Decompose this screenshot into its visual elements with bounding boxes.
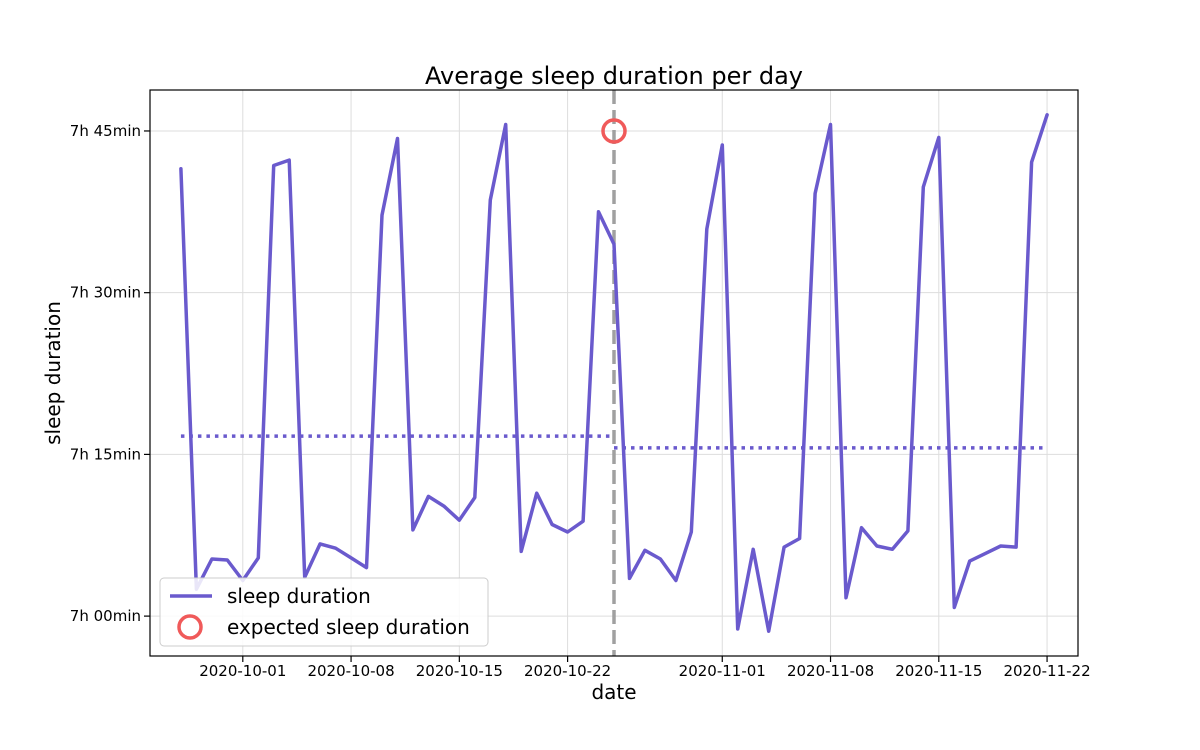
sleep-duration-point — [210, 557, 213, 560]
sleep-duration-point — [628, 577, 631, 580]
sleep-duration-point — [783, 546, 786, 549]
sleep-duration-point — [999, 545, 1002, 548]
sleep-duration-point — [613, 243, 616, 246]
sleep-duration-point — [984, 552, 987, 555]
x-tick-label: 2020-10-01 — [199, 662, 286, 680]
sleep-duration-point — [226, 559, 229, 562]
sleep-duration-point — [535, 492, 538, 495]
sleep-duration-point — [504, 123, 507, 126]
sleep-duration-point — [365, 566, 368, 569]
x-tick-label: 2020-11-08 — [787, 662, 874, 680]
sleep-duration-point — [845, 596, 848, 599]
sleep-duration-point — [597, 210, 600, 213]
sleep-duration-point — [953, 606, 956, 609]
legend-box — [159, 577, 489, 647]
plot-frame — [149, 89, 1079, 657]
sleep-duration-point — [427, 495, 430, 498]
legend-label-sleep-duration: sleep duration — [227, 584, 371, 608]
sleep-duration-point — [1046, 113, 1049, 116]
sleep-duration-point — [643, 549, 646, 552]
sleep-duration-point — [690, 531, 693, 534]
y-axis-ticks: 7h 00min 7h 15min 7h 30min 7h 45min — [70, 122, 150, 625]
sleep-duration-point — [334, 547, 337, 550]
x-tick-label: 2020-11-01 — [679, 662, 766, 680]
sleep-duration-point — [752, 548, 755, 551]
x-tick-label: 2020-10-22 — [524, 662, 611, 680]
x-tick-label: 2020-11-22 — [1003, 662, 1090, 680]
sleep-duration-point — [829, 123, 832, 126]
sleep-duration-point — [906, 529, 909, 532]
x-axis-ticks: 2020-10-01 2020-10-08 2020-10-15 2020-10-22… — [199, 656, 1091, 680]
x-tick-label: 2020-10-15 — [416, 662, 503, 680]
sleep-duration-point — [891, 548, 894, 551]
sleep-duration-point — [396, 137, 399, 140]
sleep-duration-point — [582, 520, 585, 523]
legend-label-expected-sleep-duration: expected sleep duration — [227, 615, 470, 639]
sleep-duration-point — [767, 630, 770, 633]
expected-sleep-point — [601, 118, 627, 144]
sleep-duration-point — [473, 496, 476, 499]
sleep-duration-point — [721, 143, 724, 146]
sleep-duration-point — [179, 167, 182, 170]
expected-marker — [601, 118, 627, 144]
x-tick-label: 2020-10-08 — [307, 662, 394, 680]
chart-title: Average sleep duration per day — [425, 62, 803, 90]
sleep-duration-point — [798, 537, 801, 540]
sleep-duration-point — [381, 214, 384, 217]
sleep-duration-point — [257, 556, 260, 559]
sleep-duration-point — [968, 560, 971, 563]
y-tick-label: 7h 15min — [70, 445, 141, 463]
x-axis-label: date — [591, 680, 636, 704]
sleep-duration-point — [937, 136, 940, 139]
y-tick-label: 7h 45min — [70, 122, 141, 140]
sleep-duration-point — [1015, 546, 1018, 549]
y-axis-label: sleep duration — [41, 301, 65, 445]
sleep-duration-point — [674, 579, 677, 582]
y-tick-label: 7h 30min — [70, 284, 141, 302]
sleep-duration-point — [442, 505, 445, 508]
sleep-duration-point — [875, 545, 878, 548]
sleep-duration-point — [860, 526, 863, 529]
series-lines — [179, 113, 1049, 633]
sleep-duration-point — [566, 531, 569, 534]
sleep-duration-point — [350, 556, 353, 559]
plot-area — [149, 89, 1079, 657]
legend-circle-marker — [177, 614, 203, 640]
sleep-duration-point — [1030, 161, 1033, 164]
sleep-duration-point — [705, 228, 708, 231]
sleep-duration-point — [814, 192, 817, 195]
sleep-duration-point — [288, 159, 291, 162]
sleep-duration-point — [489, 198, 492, 201]
sleep-duration-line — [179, 113, 1049, 633]
sleep-duration-point — [458, 519, 461, 522]
y-tick-label: 7h 00min — [70, 607, 141, 625]
sleep-duration-point — [520, 550, 523, 553]
sleep-duration-point — [659, 557, 662, 560]
sleep-duration-point — [922, 186, 925, 189]
sleep-duration-point — [319, 542, 322, 545]
sleep-duration-point — [736, 628, 739, 631]
legend: sleep duration expected sleep duration — [159, 577, 489, 647]
sleep-duration-point — [551, 523, 554, 526]
sleep-duration-point — [411, 528, 414, 531]
sleep-duration-point — [272, 164, 275, 167]
x-tick-label: 2020-11-15 — [895, 662, 982, 680]
